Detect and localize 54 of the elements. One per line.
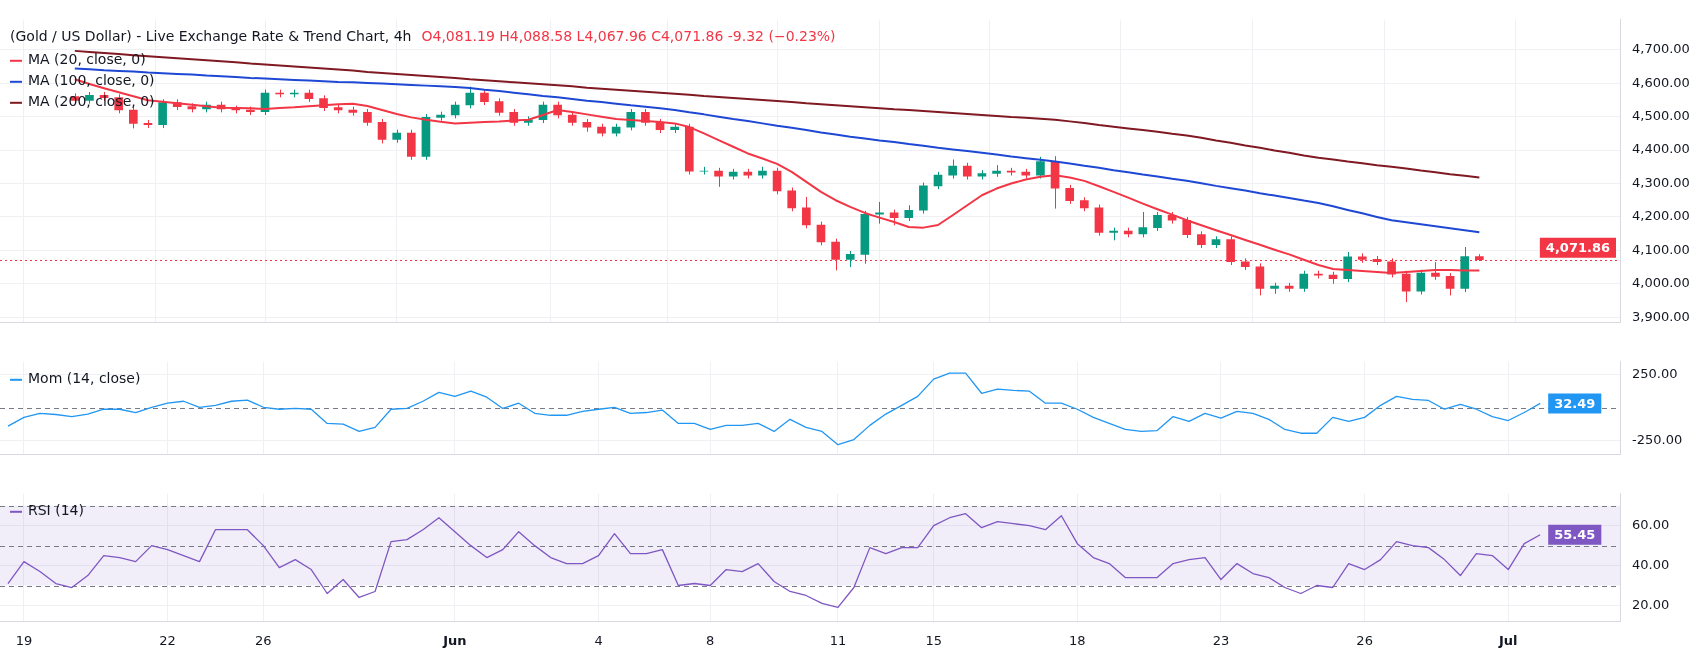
legend-label: MA (100, close, 0) [28, 72, 155, 89]
text: O4,081.19 H4,088.58 L4,067.96 C4,071.86 -9.32 (−0.23%) [421, 28, 836, 45]
x-tick-label: 18 [1069, 632, 1086, 648]
x-tick-label: 11 [829, 632, 847, 648]
candlestick [129, 106, 138, 129]
candlestick [1065, 184, 1075, 205]
candlestick [1138, 211, 1148, 238]
x-tick-label: 8 [706, 632, 715, 648]
candlestick [1153, 211, 1162, 232]
candlestick [377, 118, 387, 144]
x-tick-label: 23 [1212, 632, 1230, 648]
candlestick [875, 201, 884, 225]
y-tick-label: 4,500.00 [1632, 108, 1690, 124]
candlestick [714, 167, 723, 188]
x-tick-label: 4 [594, 632, 603, 648]
x-tick-label: 26 [255, 632, 272, 648]
legend-label: Mom (14, close) [28, 370, 141, 387]
y-tick-label: -250.00 [1632, 431, 1683, 447]
x-tick-label: Jul [1497, 632, 1518, 648]
ref-line-label: 4,071.86 [1545, 240, 1611, 256]
y-tick-label: 250.00 [1632, 366, 1678, 382]
candlestick [1036, 156, 1045, 180]
y-tick-label: 40.00 [1632, 556, 1670, 572]
x-tick-label: 26 [1356, 632, 1373, 648]
candlestick [1182, 216, 1192, 239]
legend-label: RSI (14) [28, 502, 84, 519]
x-tick-label: 22 [159, 632, 176, 648]
candlestick [787, 187, 797, 212]
data-label: 55.45 [1554, 527, 1596, 543]
candlestick [1255, 262, 1265, 296]
y-tick-label: 4,700.00 [1632, 41, 1690, 57]
candlestick [1416, 269, 1426, 295]
x-tick-label: Jun [442, 632, 467, 648]
x-tick-label: 19 [15, 632, 33, 648]
data-label: 32.49 [1554, 395, 1596, 411]
y-tick-label: 4,600.00 [1632, 74, 1690, 90]
y-tick-label: 4,100.00 [1632, 241, 1690, 257]
y-tick-label: 20.00 [1632, 596, 1670, 612]
y-tick-label: 4,300.00 [1632, 174, 1690, 190]
candlestick [1343, 251, 1352, 283]
candlestick [802, 196, 811, 229]
legend-label: MA (20, close, 0) [28, 51, 146, 68]
x-tick-label: 15 [925, 632, 942, 648]
candlestick [158, 98, 167, 129]
y-tick-label: 3,900.00 [1632, 308, 1690, 324]
candlestick [1445, 272, 1455, 296]
y-tick-label: 4,000.00 [1632, 275, 1690, 291]
y-tick-label: 4,200.00 [1632, 208, 1690, 224]
candlestick [772, 167, 782, 195]
y-tick-label: 60.00 [1632, 517, 1670, 533]
candlestick [1299, 270, 1309, 293]
candlestick [948, 158, 957, 180]
y-tick-label: 4,400.00 [1632, 141, 1690, 157]
text: (Gold / US Dollar) - Live Exchange Rate & Trend Chart, 4h [10, 28, 412, 45]
